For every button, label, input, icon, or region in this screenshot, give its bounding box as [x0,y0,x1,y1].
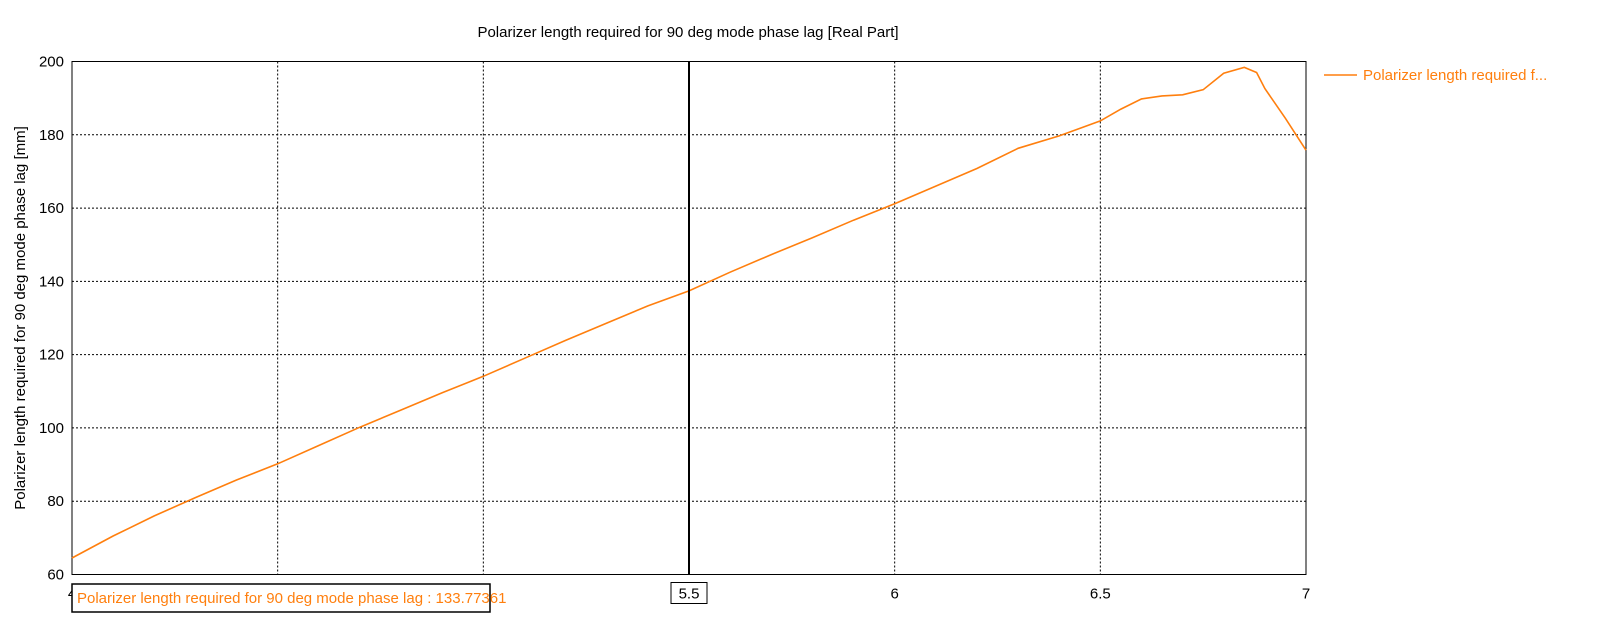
legend[interactable]: Polarizer length required f... [1324,67,1547,84]
y-tick-label: 80 [47,493,64,510]
x-tick-label: 7 [1302,586,1310,603]
cursor-readout-text: Polarizer length required for 90 deg mod… [77,590,506,607]
x-tick-label: 6.5 [1090,586,1111,603]
y-axis-tick-labels: 60 80 100 120 140 160 180 200 [39,54,64,584]
y-tick-label: 160 [39,200,64,217]
y-tick-label: 120 [39,347,64,364]
x-tick-label: 6 [890,586,898,603]
y-tick-label: 140 [39,273,64,290]
cursor-x-label: 5.5 [670,582,708,604]
cursor-x-label-text: 5.5 [679,586,700,603]
cursor-readout-tooltip: Polarizer length required for 90 deg mod… [71,583,506,613]
legend-entry: Polarizer length required f... [1363,67,1547,84]
y-tick-label: 60 [47,567,64,584]
chart-title: Polarizer length required for 90 deg mod… [477,24,898,41]
y-tick-label: 180 [39,127,64,144]
y-tick-label: 100 [39,420,64,437]
y-tick-label: 200 [39,54,64,71]
series-line-polarizer-length [71,66,1307,559]
y-axis-label: Polarizer length required for 90 deg mod… [12,126,29,510]
cursor-x-label-box [670,582,708,604]
